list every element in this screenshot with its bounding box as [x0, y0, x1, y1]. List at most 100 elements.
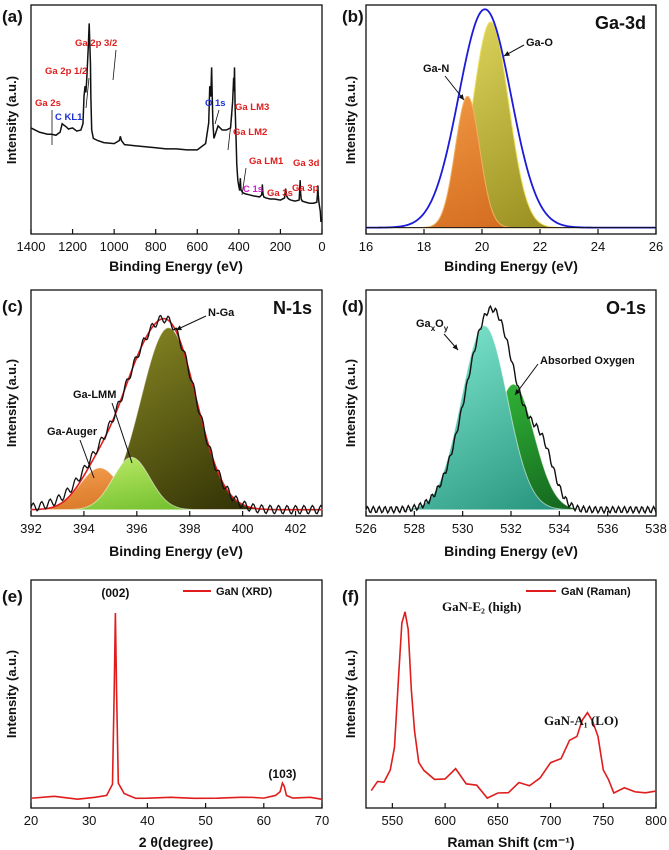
x-tick-label: 400	[228, 239, 250, 254]
panel-label: (a)	[2, 7, 23, 26]
panel-a: (a) Binding Energy (eV) Intensity (a.u.) 14…	[2, 4, 326, 274]
plot-frame	[30, 579, 323, 809]
peak-label: Ga LM1	[249, 156, 284, 167]
plot-frame	[365, 4, 657, 235]
arrow-head	[458, 94, 464, 100]
peak-label-e2-high: GaN-E₂ (high)	[442, 599, 521, 614]
subscript: x	[431, 324, 436, 333]
peak-label-ga-auger: Ga-Auger	[47, 426, 98, 438]
arrow-head	[515, 389, 521, 395]
peak-label-ga-lmm: Ga-LMM	[73, 389, 116, 401]
x-axis-label: Binding Energy (eV)	[444, 258, 578, 274]
leader-line	[214, 109, 220, 125]
panel-label: (d)	[342, 297, 364, 316]
panel-d: (d) Binding Energy (eV) Intensity (a.u.) 52…	[342, 289, 667, 559]
x-axis-label: Binding Energy (eV)	[109, 258, 243, 274]
peak-label: Ga LM2	[233, 127, 267, 138]
y-axis-label: Intensity (a.u.)	[343, 76, 358, 164]
plot-frame	[30, 289, 323, 517]
panel-label: (e)	[2, 587, 23, 606]
panel-label: (c)	[2, 297, 23, 316]
y-axis-label: Intensity (a.u.)	[4, 650, 19, 738]
x-tick-label: 16	[359, 239, 373, 254]
x-tick-label: 20	[24, 813, 38, 828]
fit-line	[30, 317, 322, 511]
x-tick-label: 402	[285, 521, 307, 536]
x-tick-label: 750	[592, 813, 614, 828]
x-axis-label: Raman Shift (cm⁻¹)	[447, 834, 574, 850]
plot-frame	[30, 4, 323, 235]
arrow-head	[504, 51, 510, 56]
panel-label: (f)	[342, 587, 359, 606]
x-tick-label: 1400	[17, 239, 46, 254]
arrow-head	[452, 344, 458, 350]
panel-label: (b)	[342, 7, 364, 26]
x-tick-label: 528	[403, 521, 425, 536]
x-tick-label: 22	[533, 239, 547, 254]
x-tick-label: 700	[540, 813, 562, 828]
x-tick-label: 400	[232, 521, 254, 536]
x-tick-label: 538	[645, 521, 667, 536]
x-tick-label: 26	[649, 239, 663, 254]
legend-label: GaN (Raman)	[561, 586, 631, 598]
x-tick-label: 200	[270, 239, 292, 254]
raman-line	[370, 611, 657, 800]
panel-title: O-1s	[606, 298, 646, 318]
x-tick-label: 18	[417, 239, 431, 254]
x-tick-label: 526	[355, 521, 377, 536]
peak-label: Ga 3d	[293, 158, 320, 169]
x-tick-label: 70	[315, 813, 329, 828]
peak-label: Ga 2p 3/2	[75, 38, 117, 49]
peak-label: Ga 2s	[35, 98, 61, 109]
x-tick-label: 0	[318, 239, 325, 254]
panel-title: Ga-3d	[595, 13, 646, 33]
leader-line	[79, 439, 95, 479]
x-tick-label: 20	[475, 239, 489, 254]
panel-e: (e) 2 θ(degree) Intensity (a.u.) 20 30 40 50 60…	[2, 579, 329, 850]
leader-line	[85, 77, 90, 109]
y-axis-label: Intensity (a.u.)	[343, 650, 358, 738]
x-tick-label: 532	[500, 521, 522, 536]
x-axis-label: Binding Energy (eV)	[109, 543, 243, 559]
x-tick-label: 530	[452, 521, 474, 536]
x-axis-label: 2 θ(degree)	[139, 834, 213, 850]
arrow-line	[514, 363, 539, 396]
leader-line	[227, 113, 233, 151]
panel-b: (b) Binding Energy (eV) Intensity (a.u.) 16…	[342, 4, 663, 274]
peak-label: Ga LM3	[235, 102, 269, 113]
x-tick-label: 24	[591, 239, 605, 254]
x-tick-label: 650	[487, 813, 509, 828]
arrow-line	[175, 315, 207, 331]
subscript: y	[444, 324, 449, 333]
x-tick-label: 534	[548, 521, 570, 536]
panel-f: (f) Raman Shift (cm⁻¹) Intensity (a.u.) 550…	[342, 579, 667, 850]
peak-label: Ga 2p 1/2	[45, 66, 87, 77]
peak-area	[365, 325, 656, 511]
x-tick-label: 536	[597, 521, 619, 536]
peak-label-103: (103)	[268, 767, 296, 781]
peak-label: O 1s	[205, 98, 226, 109]
leader-line	[111, 402, 133, 464]
leader-line	[112, 49, 117, 81]
x-tick-label: 800	[145, 239, 167, 254]
plot-frame	[365, 579, 657, 809]
panel-title: N-1s	[273, 298, 312, 318]
peak-label-a1-lo: GaN-A₁ (LO)	[544, 713, 618, 728]
x-tick-label: 396	[126, 521, 148, 536]
peak-label-002: (002)	[101, 586, 129, 600]
arrow-head	[176, 325, 182, 331]
x-tick-label: 800	[645, 813, 667, 828]
x-tick-label: 60	[257, 813, 271, 828]
x-tick-label: 392	[20, 521, 42, 536]
peak-area	[366, 21, 656, 229]
label-part: O	[435, 318, 444, 330]
y-axis-label: Intensity (a.u.)	[4, 359, 19, 447]
x-tick-label: 1000	[100, 239, 129, 254]
peak-label-ga-o: Ga-O	[526, 37, 553, 49]
peak-label: Ga 3p	[292, 183, 319, 194]
x-tick-label: 1200	[58, 239, 87, 254]
panel-c: (c) Binding Energy (eV) Intensity (a.u.) 39…	[2, 289, 323, 559]
peak-label-gaxoy: GaxOy	[416, 318, 449, 333]
y-axis-label: Intensity (a.u.)	[4, 76, 19, 164]
